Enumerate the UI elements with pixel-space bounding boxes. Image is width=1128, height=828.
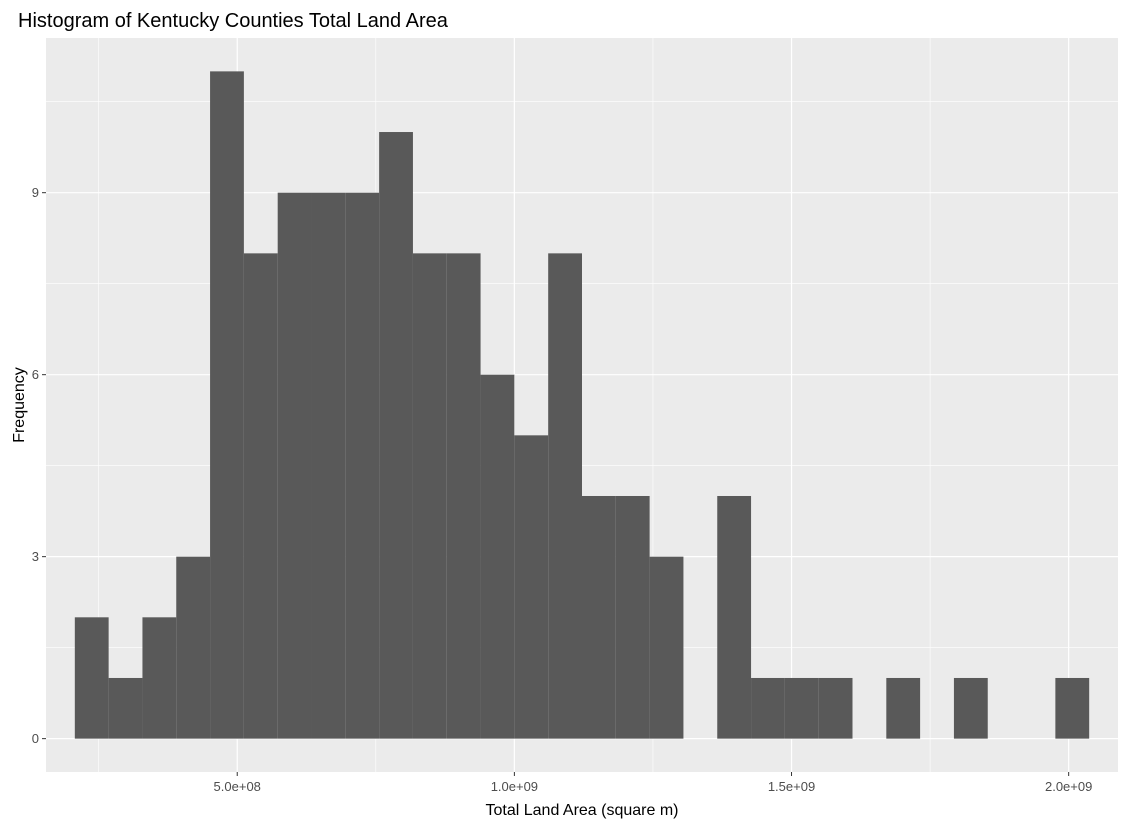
histogram-bar — [784, 677, 819, 739]
y-tick-label: 3 — [32, 549, 39, 564]
histogram-bar — [480, 374, 515, 739]
histogram-bar — [751, 677, 785, 739]
x-axis: 5.0e+08 1.0e+09 1.5e+09 2.0e+09 — [214, 772, 1092, 794]
histogram-bar — [412, 253, 447, 739]
histogram-bar — [953, 677, 988, 739]
histogram-bar — [142, 617, 177, 739]
histogram-bar — [582, 495, 616, 739]
y-axis-title: Frequency — [11, 367, 28, 443]
histogram-bar — [176, 556, 211, 739]
histogram-bar — [649, 556, 684, 739]
histogram-bar — [886, 677, 921, 739]
histogram-bar — [615, 495, 650, 739]
x-axis-title: Total Land Area (square m) — [486, 802, 679, 819]
histogram-bar — [1055, 677, 1090, 739]
histogram-bar — [277, 192, 312, 739]
y-tick-label: 9 — [32, 185, 39, 200]
y-tick-label: 6 — [32, 367, 39, 382]
histogram-bar — [108, 677, 143, 739]
histogram-bar — [311, 192, 346, 739]
x-tick-label: 2.0e+09 — [1045, 779, 1092, 794]
y-axis: 0 3 6 9 — [32, 185, 46, 746]
histogram-bar — [74, 617, 109, 739]
histogram-bar — [818, 677, 853, 739]
histogram-bar — [243, 253, 278, 739]
histogram-bar — [514, 435, 549, 739]
histogram-bars — [74, 71, 1090, 739]
histogram-bar — [345, 192, 380, 739]
chart-title: Histogram of Kentucky Counties Total Lan… — [18, 10, 449, 32]
histogram-bar — [548, 253, 582, 739]
histogram-bar — [446, 253, 481, 739]
x-tick-label: 5.0e+08 — [214, 779, 261, 794]
histogram-bar — [717, 495, 752, 739]
x-tick-label: 1.0e+09 — [491, 779, 538, 794]
x-tick-label: 1.5e+09 — [768, 779, 815, 794]
y-tick-label: 0 — [32, 731, 39, 746]
histogram-bar — [210, 71, 244, 739]
histogram-bar — [379, 132, 413, 739]
